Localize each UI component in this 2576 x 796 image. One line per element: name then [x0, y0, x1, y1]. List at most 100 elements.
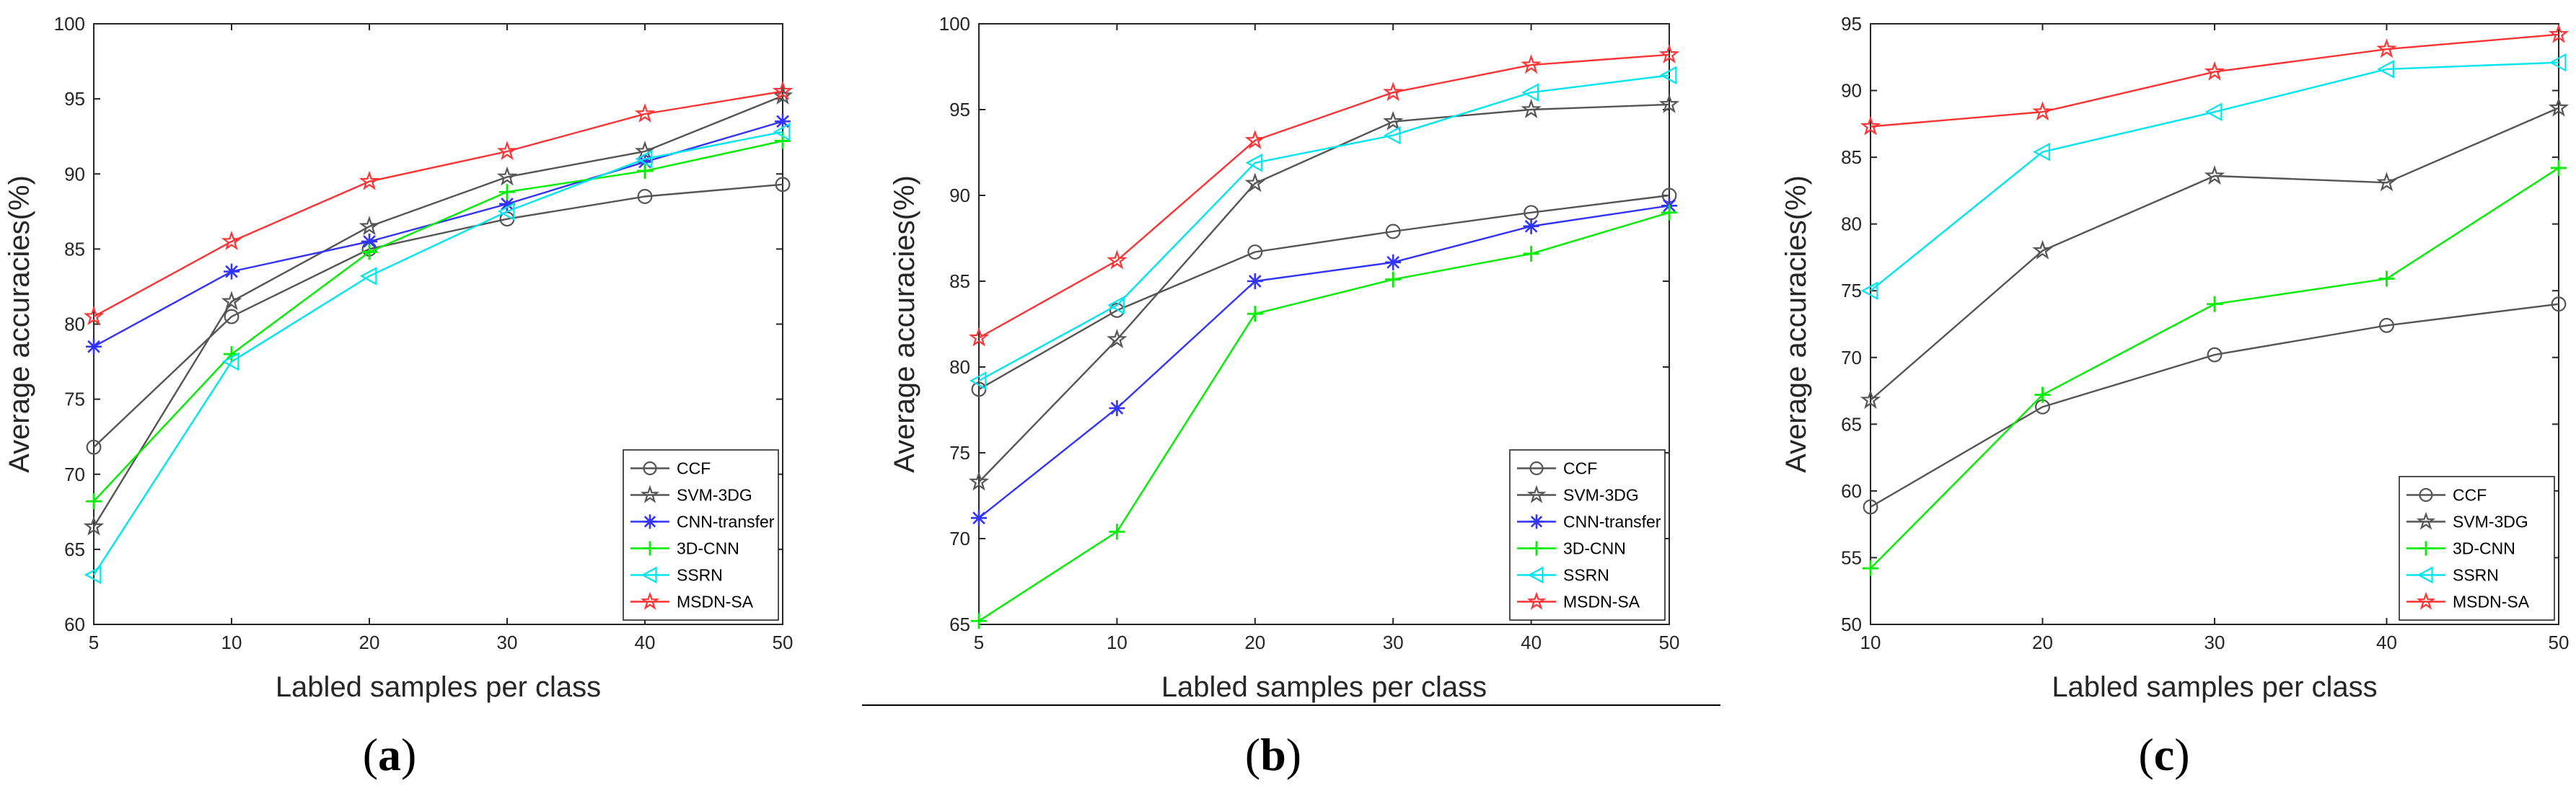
legend-entry: MSDN-SA — [2406, 591, 2530, 611]
data-point — [1860, 115, 1881, 136]
y-tick-label: 65 — [64, 539, 85, 560]
legend-entry: SVM-3DG — [2406, 511, 2528, 531]
series-ssrn — [969, 66, 1677, 390]
legend: CCF SVM-3DG 3D-CNN SSRN MSDN-SA — [2399, 476, 2555, 621]
legend-label: 3D-CNN — [677, 539, 739, 558]
legend-label: MSDN-SA — [2453, 593, 2530, 611]
series-line — [92, 131, 783, 575]
series-line — [978, 205, 1670, 519]
series-msdn-sa — [83, 80, 794, 326]
series-line — [93, 90, 783, 318]
data-point — [2207, 296, 2223, 312]
legend-entry: SSRN — [630, 566, 723, 585]
legend-marker — [1527, 566, 1544, 584]
data-point — [499, 195, 515, 212]
data-point — [2551, 296, 2567, 312]
x-tick-label: 40 — [1521, 632, 1542, 653]
y-tick-label: 55 — [1841, 547, 1862, 568]
x-tick-label: 5 — [89, 632, 99, 653]
series-cnn-transfer — [971, 198, 1677, 526]
y-tick-label: 70 — [64, 464, 85, 485]
y-tick-label: 85 — [1841, 146, 1862, 168]
series-line — [1870, 303, 2559, 508]
data-point — [2034, 386, 2051, 403]
data-point — [1521, 98, 1542, 118]
legend-entry: CNN-transfer — [630, 513, 775, 531]
data-point — [1107, 296, 1125, 315]
data-point — [224, 263, 239, 280]
y-tick-label: 65 — [1841, 413, 1862, 435]
data-point — [2378, 270, 2395, 287]
series-line — [93, 140, 783, 503]
data-point — [968, 327, 990, 347]
y-tick-label: 100 — [54, 13, 85, 35]
data-point — [2204, 102, 2223, 122]
data-point — [1863, 560, 1878, 577]
data-point — [221, 231, 242, 250]
data-point — [1860, 389, 1881, 410]
data-point — [1523, 218, 1539, 234]
x-axis-label: Labled samples per class — [2052, 671, 2377, 703]
data-point — [2207, 347, 2223, 363]
data-point — [637, 163, 653, 180]
series-line — [978, 211, 1670, 622]
legend-entry: MSDN-SA — [1517, 591, 1640, 611]
legend-marker — [1529, 514, 1544, 529]
y-tick-label: 50 — [1841, 614, 1862, 635]
legend-entry: CCF — [2406, 486, 2487, 505]
legend-label: 3D-CNN — [2453, 539, 2515, 558]
legend-marker — [640, 591, 660, 610]
data-point — [83, 306, 105, 326]
data-point — [1863, 499, 1878, 515]
legend-box — [1509, 449, 1666, 621]
x-axis-label: Labled samples per class — [276, 671, 601, 703]
x-tick-label: 20 — [359, 632, 380, 653]
x-tick-label: 40 — [2376, 632, 2397, 653]
y-tick-label: 95 — [949, 99, 970, 120]
data-point — [637, 154, 653, 170]
y-tick-label: 90 — [949, 185, 970, 206]
legend-label: SSRN — [2453, 566, 2499, 585]
legend-label: CNN-transfer — [677, 513, 775, 531]
data-point — [635, 149, 653, 169]
data-point — [2032, 239, 2053, 260]
legend-label: SVM-3DG — [677, 486, 752, 505]
legend-entry: SVM-3DG — [1517, 485, 1639, 505]
series-ccf — [1863, 296, 2567, 515]
data-point — [969, 371, 987, 390]
legend-entry: SVM-3DG — [630, 485, 752, 505]
data-point — [2376, 38, 2397, 58]
data-point — [1109, 523, 1125, 540]
legend-entry: CCF — [1517, 459, 1597, 478]
y-tick-label: 85 — [64, 238, 85, 260]
series-line — [92, 94, 783, 528]
legend-entry: MSDN-SA — [630, 591, 754, 611]
legend-label: SSRN — [677, 566, 723, 585]
legend-entry: CNN-transfer — [1517, 513, 1661, 531]
data-point — [86, 338, 102, 355]
legend-label: SVM-3DG — [2453, 513, 2528, 531]
legend-marker — [1526, 591, 1547, 610]
y-tick-label: 60 — [64, 614, 85, 635]
data-point — [361, 233, 377, 249]
data-point — [1109, 400, 1125, 417]
panel-caption: (a) — [363, 729, 417, 780]
data-point — [2376, 172, 2397, 192]
x-axis-label: Labled samples per class — [1161, 671, 1487, 703]
legend: CCF SVM-3DG CNN-transfer 3D-CNN SSRN MSDN-SA — [1509, 449, 1666, 621]
y-tick-label: 80 — [64, 314, 85, 335]
legend-marker — [643, 541, 657, 556]
data-point — [1244, 172, 1265, 193]
data-point — [968, 471, 990, 491]
y-axis-label: Average accuracies(%) — [4, 175, 35, 473]
data-point — [971, 613, 987, 629]
data-point — [2548, 97, 2570, 117]
data-point — [1521, 83, 1539, 102]
data-point — [1521, 54, 1542, 74]
data-point — [221, 352, 239, 371]
data-point — [359, 267, 377, 286]
data-point — [1383, 125, 1401, 145]
x-tick-label: 20 — [2032, 632, 2053, 653]
y-tick-label: 95 — [1841, 13, 1862, 35]
legend-entry: 3D-CNN — [1517, 539, 1626, 558]
